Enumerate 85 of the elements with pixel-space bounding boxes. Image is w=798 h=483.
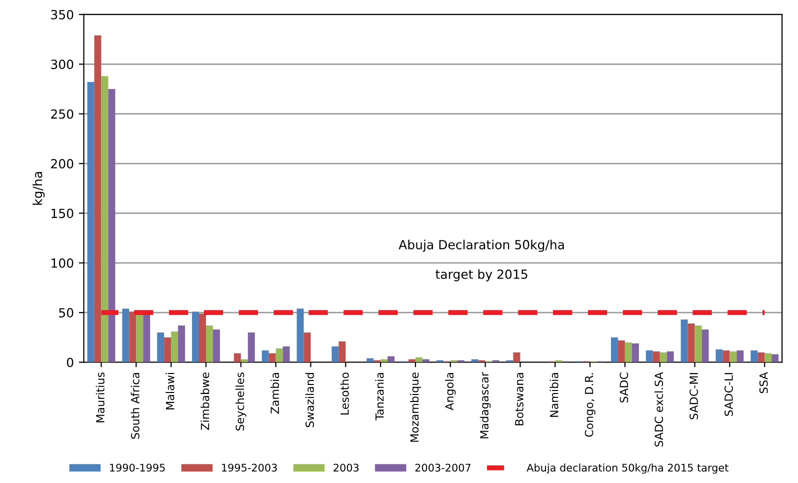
x-tick-label: Zambia (270, 372, 280, 414)
bar (164, 337, 172, 362)
x-tick-label: Madagascar (480, 372, 491, 438)
bar (199, 314, 206, 362)
bar (262, 350, 269, 362)
x-tick-label: Zimbabwe (200, 372, 210, 430)
bar (388, 356, 395, 362)
x-tick-label: Angola (444, 372, 456, 410)
x-tick-label: Malawi (166, 373, 174, 410)
bar (764, 353, 772, 362)
bar (212, 329, 220, 362)
bar (296, 308, 304, 362)
legend-label: Abuja declaration 50kg/ha 2015 target (526, 464, 728, 474)
annotation: target by 2015 (436, 269, 528, 282)
bar (101, 76, 108, 362)
bar (694, 325, 702, 362)
bar (716, 349, 723, 362)
x-tick-label: Congo, D.R. (584, 373, 596, 437)
bar (688, 324, 695, 362)
x-tick-label: SSA (759, 372, 768, 394)
bar (338, 341, 346, 362)
bar (268, 353, 276, 362)
bar (206, 325, 213, 362)
bar (666, 351, 674, 362)
y-tick-label: 300 (51, 60, 74, 70)
bar (143, 314, 150, 362)
y-tick-label: 150 (52, 208, 74, 218)
bar (722, 350, 730, 362)
bar (276, 348, 283, 362)
bar (178, 325, 186, 362)
x-tick-label: SADC excl.SA (654, 372, 664, 447)
x-tick-label: South Africa (130, 372, 140, 439)
bar (304, 332, 311, 362)
bar (171, 331, 178, 362)
bar (610, 337, 618, 362)
x-tick-label: Botswana (515, 372, 524, 426)
bar (758, 352, 765, 362)
bar (772, 354, 779, 362)
legend-label: 1995-2003 (222, 464, 277, 472)
legend-label: 2003-2007 (415, 464, 470, 472)
bar (136, 314, 144, 362)
bar (750, 350, 758, 362)
bar (730, 351, 737, 362)
bar (192, 312, 199, 362)
x-tick-label: Mauritius (96, 372, 104, 422)
bar (415, 357, 422, 362)
x-tick-label: SADC-MI (690, 373, 698, 420)
bar (618, 340, 625, 362)
y-tick-label: 250 (51, 109, 74, 119)
bar (680, 320, 688, 362)
legend-label: 1990-1995 (110, 464, 165, 472)
bar (122, 308, 130, 362)
x-tick-label: SADC-LI (724, 373, 733, 416)
x-tick-label: Namibia (550, 372, 558, 417)
bar (94, 35, 102, 362)
bar (234, 353, 241, 362)
x-tick-label: Mozambique (410, 372, 421, 442)
bar (87, 82, 94, 362)
bar (332, 346, 339, 362)
bar (646, 350, 653, 362)
y-tick-label: 50 (59, 308, 74, 318)
bar (632, 343, 639, 362)
bar (513, 352, 520, 362)
x-tick-label: Swaziland (305, 372, 314, 428)
bar (702, 329, 709, 362)
x-tick-label: Lesotho (340, 372, 349, 414)
y-tick-label: 350 (51, 10, 74, 20)
y-tick-label: 200 (51, 159, 74, 168)
bar (157, 332, 164, 362)
legend-label: 2003 (334, 464, 359, 472)
bar (248, 332, 255, 362)
bar (660, 352, 667, 362)
y-tick-label: 100 (52, 258, 74, 268)
x-tick-label: Tanzania (375, 372, 384, 420)
y-axis-title: kg/ha (32, 172, 45, 205)
bar (736, 350, 744, 362)
x-tick-label: SADC (620, 372, 628, 402)
bar (624, 342, 632, 362)
bar (652, 351, 660, 362)
bar (282, 346, 290, 362)
y-tick-label: 0 (66, 358, 74, 368)
bar (129, 312, 136, 362)
annotation: Abuja Declaration 50kg/ha (398, 240, 564, 252)
x-tick-label: Seychelles (236, 372, 246, 430)
bar (108, 89, 116, 362)
